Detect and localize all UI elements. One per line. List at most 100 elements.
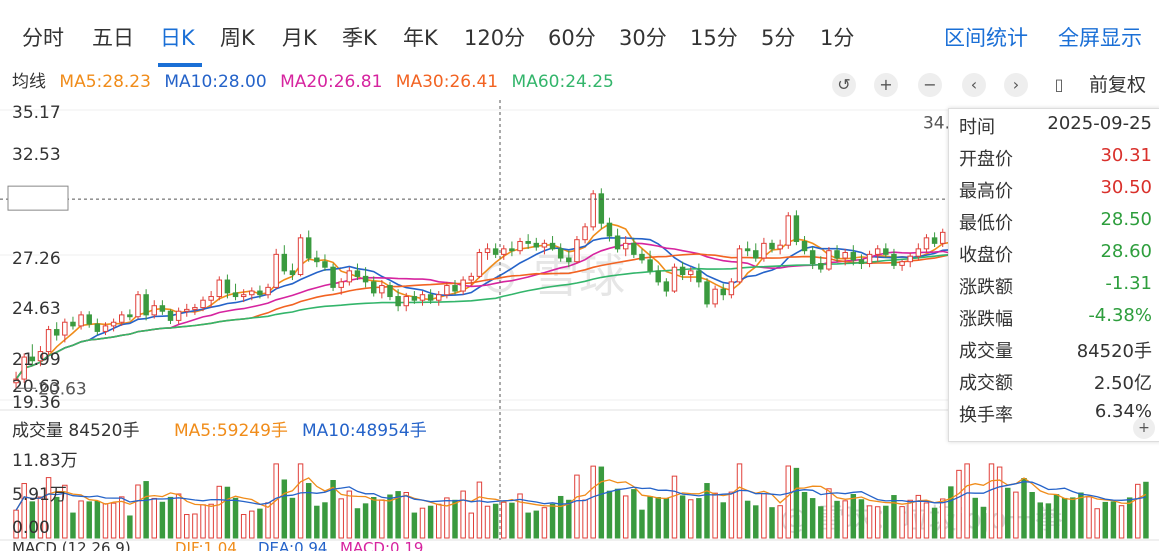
candle-body[interactable]: [899, 261, 905, 266]
candle-body[interactable]: [175, 310, 182, 321]
candle-body[interactable]: [598, 193, 605, 224]
candle-body[interactable]: [809, 250, 816, 265]
candle-body[interactable]: [785, 215, 792, 246]
tab-monthly-k[interactable]: 月K: [282, 26, 317, 50]
panel-zoom-icon[interactable]: +: [1133, 417, 1155, 439]
candle-body[interactable]: [509, 248, 515, 252]
candle-body[interactable]: [167, 310, 174, 321]
candle-body[interactable]: [184, 308, 190, 312]
candle-body[interactable]: [874, 248, 881, 255]
candle-body[interactable]: [119, 314, 125, 323]
candle-body[interactable]: [86, 314, 92, 325]
candle-body[interactable]: [606, 222, 613, 237]
candle-body[interactable]: [257, 290, 263, 296]
candle-style-icon[interactable]: ▯: [1054, 75, 1064, 94]
candle-body[interactable]: [143, 294, 149, 316]
candle-body[interactable]: [492, 248, 499, 255]
tab-15min[interactable]: 15分: [690, 26, 738, 50]
candle-body[interactable]: [265, 286, 271, 296]
candle-body[interactable]: [444, 285, 450, 296]
candle-body[interactable]: [663, 281, 670, 292]
candle-body[interactable]: [151, 305, 157, 316]
tab-weekly-k[interactable]: 周K: [220, 26, 255, 50]
candle-body[interactable]: [452, 285, 458, 292]
candle-body[interactable]: [53, 329, 60, 336]
tab-yearly-k[interactable]: 年K: [403, 26, 438, 50]
candle-body[interactable]: [639, 253, 645, 261]
candle-body[interactable]: [517, 241, 523, 252]
candle-body[interactable]: [403, 296, 409, 307]
scroll-right-icon[interactable]: ›: [1004, 73, 1028, 97]
candle-body[interactable]: [793, 215, 800, 243]
candle-body[interactable]: [273, 253, 279, 288]
candle-body[interactable]: [671, 266, 678, 292]
candle-body[interactable]: [21, 356, 27, 380]
candle-body[interactable]: [939, 231, 946, 244]
candle-body[interactable]: [907, 255, 913, 263]
candle-body[interactable]: [338, 281, 344, 288]
candle-body[interactable]: [297, 237, 304, 276]
candle-body[interactable]: [679, 266, 686, 276]
tab-30min[interactable]: 30分: [619, 26, 667, 50]
candle-body[interactable]: [387, 285, 393, 298]
undo-icon[interactable]: ↺: [832, 73, 856, 97]
candle-body[interactable]: [655, 270, 661, 283]
candle-body[interactable]: [216, 279, 223, 298]
candle-body[interactable]: [923, 237, 930, 250]
candle-body[interactable]: [647, 259, 653, 272]
candle-body[interactable]: [818, 263, 824, 270]
candle-body[interactable]: [704, 281, 710, 305]
candle-body[interactable]: [249, 290, 255, 296]
candle-body[interactable]: [200, 299, 206, 309]
candle-body[interactable]: [78, 314, 84, 327]
candle-body[interactable]: [631, 242, 637, 255]
interval-stats-link[interactable]: 区间统计: [944, 26, 1028, 50]
candle-body[interactable]: [362, 275, 369, 283]
fullscreen-link[interactable]: 全屏显示: [1058, 26, 1142, 50]
candle-body[interactable]: [45, 329, 52, 353]
candle-body[interactable]: [37, 351, 44, 362]
candle-body[interactable]: [777, 244, 783, 250]
tab-daily-k[interactable]: 日K: [160, 26, 195, 50]
candle-body[interactable]: [240, 294, 247, 298]
candle-body[interactable]: [354, 270, 361, 277]
tab-fenshi[interactable]: 分时: [22, 26, 64, 50]
candle-body[interactable]: [484, 248, 491, 254]
candle-body[interactable]: [135, 294, 141, 318]
candle-body[interactable]: [127, 314, 133, 318]
candle-body[interactable]: [826, 250, 832, 270]
candle-body[interactable]: [614, 235, 621, 250]
candle-body[interactable]: [501, 248, 507, 255]
candle-body[interactable]: [419, 294, 426, 301]
zoom-in-icon[interactable]: +: [874, 73, 898, 97]
candle-body[interactable]: [330, 266, 336, 288]
candle-body[interactable]: [541, 242, 548, 248]
candle-body[interactable]: [476, 252, 483, 277]
candle-body[interactable]: [834, 250, 840, 259]
zoom-out-icon[interactable]: −: [918, 73, 942, 97]
candle-body[interactable]: [883, 248, 889, 255]
candle-body[interactable]: [891, 253, 897, 266]
candle-body[interactable]: [159, 305, 166, 312]
candle-body[interactable]: [858, 259, 865, 265]
tab-60min[interactable]: 60分: [548, 26, 596, 50]
candle-body[interactable]: [590, 193, 596, 228]
candle-body[interactable]: [842, 252, 848, 259]
adjust-select[interactable]: 前复权: [1089, 74, 1147, 96]
candle-body[interactable]: [427, 294, 434, 301]
candle-body[interactable]: [305, 237, 312, 259]
candle-body[interactable]: [322, 261, 328, 268]
candle-body[interactable]: [850, 252, 857, 261]
tab-5min[interactable]: 5分: [761, 26, 796, 50]
candle-body[interactable]: [224, 279, 231, 294]
candle-body[interactable]: [728, 281, 735, 296]
tab-120min[interactable]: 120分: [464, 26, 526, 50]
candle-body[interactable]: [761, 242, 767, 259]
candle-body[interactable]: [582, 226, 588, 241]
candle-body[interactable]: [549, 242, 556, 250]
candle-body[interactable]: [346, 270, 353, 283]
candle-body[interactable]: [411, 296, 418, 301]
candle-body[interactable]: [436, 294, 442, 301]
candle-body[interactable]: [622, 242, 629, 250]
